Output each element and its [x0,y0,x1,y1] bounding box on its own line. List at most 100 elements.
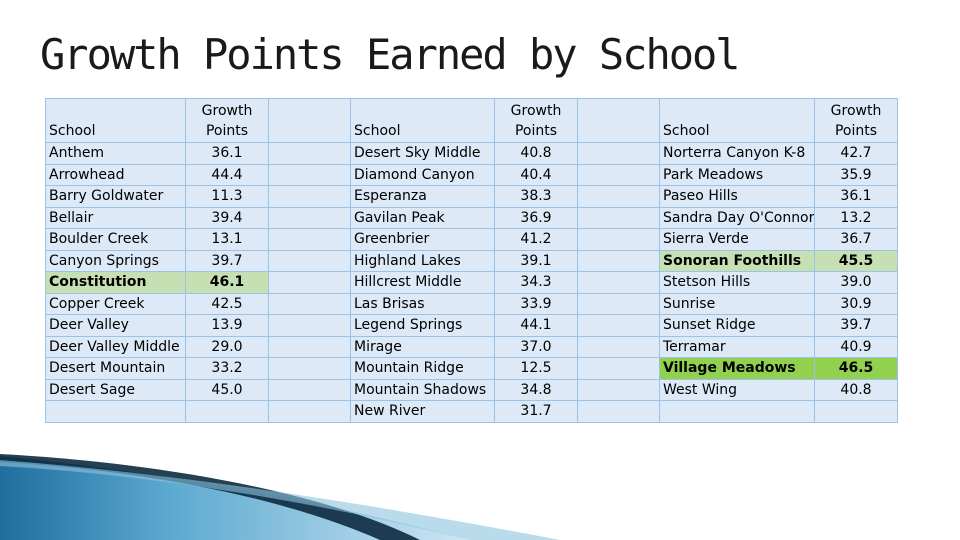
column-gap [268,292,351,315]
growth-points-value: 33.9 [494,292,578,315]
growth-points-header: Growth Points [814,98,898,143]
table-row: Constitution 46.1 Hillcrest Middle 34.3 St… [45,271,898,294]
table-row: Anthem 36.1 Desert Sky Middle 40.8 Norterr… [45,142,898,165]
school-header: School [45,98,186,143]
column-gap [577,335,660,358]
school-name: Sandra Day O'Connor [659,206,815,229]
school-name [45,400,186,423]
column-gap [577,98,660,143]
table-row: Boulder Creek 13.1 Greenbrier 41.2 Sierra … [45,228,898,251]
growth-points-header-line1: Growth [510,102,562,119]
table-row: Desert Sage 45.0 Mountain Shadows 34.8 Wes… [45,378,898,401]
column-gap [268,400,351,423]
column-gap [268,249,351,272]
growth-points-value: 41.2 [494,228,578,251]
growth-points-value: 31.7 [494,400,578,423]
column-gap [577,400,660,423]
school-name: Terramar [659,335,815,358]
table-row: Canyon Springs 39.7 Highland Lakes 39.1 So… [45,249,898,272]
school-name: Canyon Springs [45,249,186,272]
column-gap [268,314,351,337]
column-gap [268,98,351,143]
column-gap [268,142,351,165]
school-name: Deer Valley [45,314,186,337]
school-name-highlighted: Constitution [45,271,186,294]
column-gap [268,163,351,186]
column-gap [577,249,660,272]
school-name: Legend Springs [350,314,495,337]
growth-points-value: 39.1 [494,249,578,272]
growth-points-value: 39.7 [185,249,269,272]
growth-points-value-highlighted: 46.5 [814,357,898,380]
school-name: Stetson Hills [659,271,815,294]
growth-points-value [814,400,898,423]
growth-points-header-line2: Points [205,122,249,139]
school-name: Desert Sky Middle [350,142,495,165]
school-name: Copper Creek [45,292,186,315]
school-name: Barry Goldwater [45,185,186,208]
growth-points-header: Growth Points [494,98,578,143]
school-name: Desert Mountain [45,357,186,380]
school-header: School [350,98,495,143]
growth-points-value: 44.1 [494,314,578,337]
school-name: Paseo Hills [659,185,815,208]
column-gap [268,206,351,229]
growth-points-value: 37.0 [494,335,578,358]
column-gap [577,314,660,337]
school-name: Esperanza [350,185,495,208]
column-gap [268,378,351,401]
school-name: Mountain Ridge [350,357,495,380]
growth-points-value: 36.7 [814,228,898,251]
school-name: Sierra Verde [659,228,815,251]
school-name: Las Brisas [350,292,495,315]
school-name: Anthem [45,142,186,165]
growth-points-value: 42.5 [185,292,269,315]
column-gap [577,142,660,165]
column-gap [577,206,660,229]
column-gap [577,357,660,380]
column-gap [268,335,351,358]
header-row: School Growth Points School Growth Points … [45,98,898,143]
school-name: Sunrise [659,292,815,315]
growth-points-value-highlighted: 45.5 [814,249,898,272]
growth-points-value-highlighted: 46.1 [185,271,269,294]
column-gap [268,185,351,208]
growth-points-value: 40.8 [494,142,578,165]
growth-points-value: 40.4 [494,163,578,186]
school-name: Mountain Shadows [350,378,495,401]
column-gap [577,163,660,186]
column-gap [268,228,351,251]
school-header: School [659,98,815,143]
school-name: Bellair [45,206,186,229]
column-gap [577,185,660,208]
growth-points-value: 30.9 [814,292,898,315]
growth-points-value: 34.3 [494,271,578,294]
growth-points-value: 36.1 [814,185,898,208]
school-name: Boulder Creek [45,228,186,251]
growth-points-header: Growth Points [185,98,269,143]
column-gap [577,271,660,294]
column-gap [268,271,351,294]
growth-points-value: 38.3 [494,185,578,208]
growth-points-value: 39.7 [814,314,898,337]
table-row: Desert Mountain 33.2 Mountain Ridge 12.5 V… [45,357,898,380]
school-name: Mirage [350,335,495,358]
table-row: Deer Valley Middle 29.0 Mirage 37.0 Terram… [45,335,898,358]
school-name: New River [350,400,495,423]
school-name: Diamond Canyon [350,163,495,186]
school-name: Norterra Canyon K-8 [659,142,815,165]
growth-points-value: 42.7 [814,142,898,165]
growth-points-header-line1: Growth [830,102,882,119]
growth-points-value: 29.0 [185,335,269,358]
column-gap [577,378,660,401]
growth-points-table: School Growth Points School Growth Points … [45,98,898,423]
growth-points-value: 44.4 [185,163,269,186]
school-name: West Wing [659,378,815,401]
growth-points-value: 34.8 [494,378,578,401]
growth-points-value: 11.3 [185,185,269,208]
school-name: Sunset Ridge [659,314,815,337]
school-name-highlighted: Village Meadows [659,357,815,380]
table-row: New River 31.7 [45,400,898,423]
growth-points-header-line2: Points [834,122,878,139]
school-name: Arrowhead [45,163,186,186]
